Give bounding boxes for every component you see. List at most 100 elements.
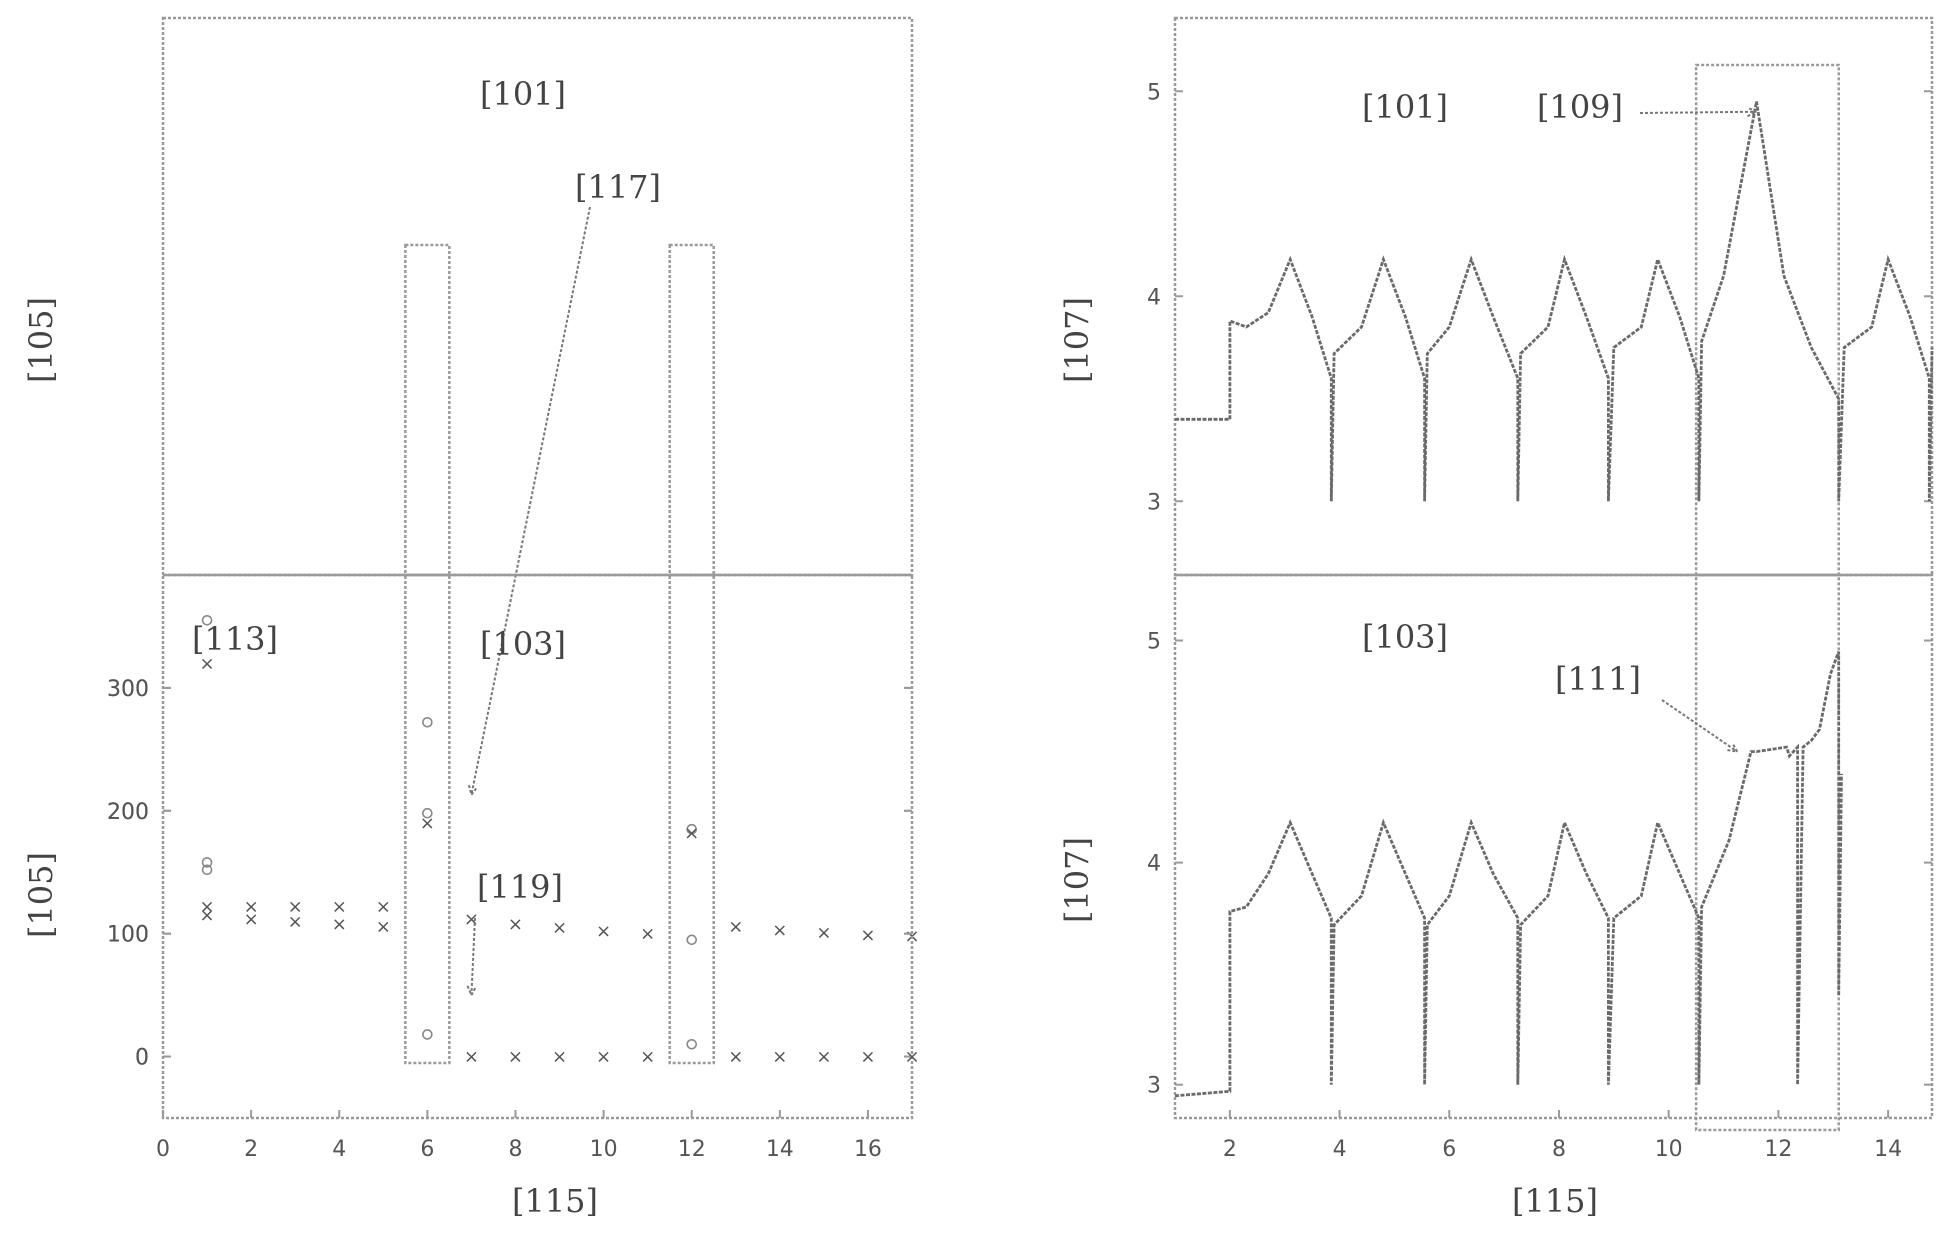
x-tick-label: 8 bbox=[1552, 1137, 1566, 1162]
data-point-x: × bbox=[508, 1047, 523, 1068]
x-axis-label: [115] bbox=[1512, 1182, 1598, 1220]
annotation-arrowhead bbox=[466, 985, 478, 998]
y-tick-label: 0 bbox=[135, 1046, 149, 1071]
annotation-arrowhead bbox=[1746, 106, 1759, 118]
data-point-circle bbox=[422, 716, 433, 728]
y-tick-label: 5 bbox=[1147, 80, 1161, 105]
x-tick-label: 14 bbox=[1874, 1137, 1902, 1162]
data-point-x: × bbox=[772, 920, 787, 941]
data-point-x: × bbox=[728, 1047, 743, 1068]
data-point-x: × bbox=[244, 909, 259, 930]
y-tick-label: 300 bbox=[107, 677, 149, 702]
annotation-label: [109] bbox=[1537, 88, 1623, 126]
y-tick-label: 100 bbox=[107, 923, 149, 948]
data-point-x: × bbox=[200, 905, 215, 926]
data-point-x: × bbox=[332, 897, 347, 918]
data-point-circle bbox=[201, 864, 213, 876]
data-point-x: × bbox=[332, 914, 347, 935]
data-point-x: × bbox=[816, 922, 831, 943]
data-point-circle bbox=[686, 1038, 698, 1050]
data-point-circle bbox=[201, 857, 213, 868]
highlight-box bbox=[1694, 63, 1840, 577]
y-axis-label: [107] bbox=[1058, 837, 1096, 923]
highlight-box bbox=[1694, 573, 1840, 1132]
x-tick-label: 16 bbox=[854, 1137, 882, 1162]
x-axis-label: [115] bbox=[512, 1182, 598, 1220]
x-tick-label: 6 bbox=[420, 1137, 434, 1162]
x-tick-label: 4 bbox=[1333, 1137, 1347, 1162]
annotation-arrow bbox=[470, 917, 476, 996]
data-point-x: × bbox=[596, 921, 611, 942]
data-point-x: × bbox=[552, 918, 567, 939]
y-axis-label: [105] bbox=[22, 297, 60, 383]
panel-label: [101] bbox=[1362, 88, 1448, 126]
highlight-box bbox=[668, 573, 715, 1065]
data-point-x: × bbox=[200, 653, 215, 674]
annotation-arrow bbox=[470, 206, 591, 796]
data-point-x: × bbox=[640, 1047, 655, 1068]
x-tick-label: 12 bbox=[1764, 1137, 1792, 1162]
highlight-box bbox=[404, 243, 451, 577]
y-tick-label: 300 bbox=[107, 677, 149, 702]
x-tick-label: 0 bbox=[156, 1137, 170, 1162]
x-tick-label: 12 bbox=[678, 1137, 706, 1162]
data-point-x: × bbox=[640, 924, 655, 945]
data-point-x: × bbox=[244, 897, 259, 918]
y-tick-label: 200 bbox=[107, 800, 149, 825]
highlight-box bbox=[668, 243, 715, 577]
annotation-label: [117] bbox=[575, 168, 661, 206]
x-tick-label: 10 bbox=[590, 1137, 618, 1162]
highlight-box bbox=[404, 573, 451, 1065]
y-tick-label: 3 bbox=[1147, 490, 1161, 515]
data-point-x: × bbox=[508, 914, 523, 935]
data-point-x: × bbox=[200, 897, 215, 918]
data-point-x: × bbox=[860, 925, 875, 946]
right-top-panel: 3 4 5 [107] [101] [109] bbox=[1058, 16, 1934, 577]
data-point-circle bbox=[686, 934, 698, 946]
x-tick-label: 14 bbox=[766, 1137, 794, 1162]
data-point-x: × bbox=[816, 1047, 831, 1068]
data-point-circle bbox=[422, 1029, 433, 1040]
annotation-arrowhead bbox=[467, 784, 479, 798]
annotation-label: [119] bbox=[477, 868, 563, 906]
data-point-x: × bbox=[860, 1047, 875, 1068]
y-tick-label: 0 bbox=[135, 1046, 149, 1071]
x-tick-label: 2 bbox=[1223, 1137, 1237, 1162]
y-tick-label: 4 bbox=[1147, 852, 1161, 877]
series-line bbox=[1174, 651, 1843, 1098]
data-point-x: × bbox=[464, 1047, 479, 1068]
data-point-x: × bbox=[288, 897, 303, 918]
x-tick-label: 10 bbox=[1655, 1137, 1683, 1162]
panel-label: [103] bbox=[480, 625, 566, 663]
data-point-circle bbox=[686, 823, 698, 835]
data-point-x: × bbox=[552, 1047, 567, 1068]
data-point-x: × bbox=[376, 897, 391, 918]
data-point-circle bbox=[201, 614, 213, 626]
y-axis-label: [107] bbox=[1058, 297, 1096, 383]
x-tick-label: 2 bbox=[244, 1137, 258, 1162]
data-point-x: × bbox=[464, 909, 479, 930]
panel-label: [101] bbox=[480, 75, 566, 113]
annotation-label: [111] bbox=[1555, 660, 1641, 698]
series-line bbox=[1175, 101, 1934, 502]
annotation-arrowhead bbox=[1727, 742, 1740, 753]
data-point-x: × bbox=[728, 916, 743, 937]
data-point-x: × bbox=[376, 916, 391, 937]
plot-frame bbox=[161, 16, 914, 577]
data-point-circle bbox=[422, 807, 433, 819]
y-tick-label: 200 bbox=[107, 800, 149, 825]
plot-frame bbox=[161, 573, 914, 1120]
data-point-x: × bbox=[288, 911, 303, 932]
data-point-x: × bbox=[684, 823, 699, 844]
x-tick-label: 6 bbox=[1442, 1137, 1456, 1162]
plot-frame bbox=[1173, 573, 1934, 1120]
annotation-label: [113] bbox=[192, 620, 278, 658]
panel-label: [103] bbox=[1362, 618, 1448, 656]
y-tick-label: 100 bbox=[107, 923, 149, 948]
annotation-arrow bbox=[1661, 699, 1738, 753]
data-point-x: × bbox=[904, 1047, 919, 1068]
y-tick-label: 4 bbox=[1147, 285, 1161, 310]
